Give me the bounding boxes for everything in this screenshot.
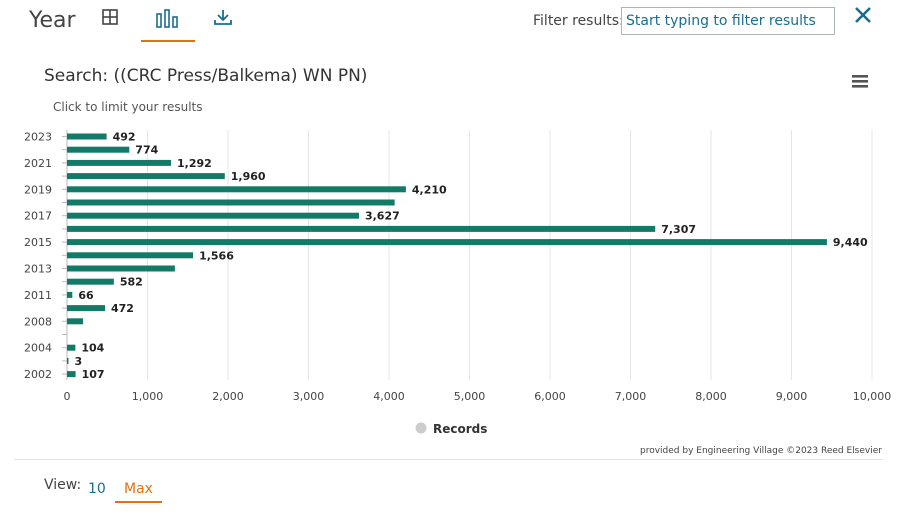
x-tick-label: 7,000: [615, 390, 647, 403]
bar-chart-icon: [156, 9, 178, 28]
view-option-max[interactable]: Max: [124, 481, 153, 497]
legend-label: Records: [433, 422, 487, 436]
bar: [67, 265, 175, 272]
bar: [67, 239, 827, 246]
y-tick-label: 2015: [24, 236, 52, 249]
bar: [67, 344, 76, 351]
credit-text: provided by Engineering Village ©2023 Re…: [640, 446, 882, 456]
bar: [67, 305, 105, 312]
data-label: 3: [75, 355, 83, 368]
x-tick-label: 0: [64, 390, 71, 403]
y-tick-label: 2019: [24, 183, 52, 196]
data-label: 104: [81, 342, 104, 355]
data-label: 4,210: [412, 183, 447, 196]
download-button[interactable]: [213, 8, 243, 30]
download-icon: [214, 10, 232, 25]
x-tick-label: 5,000: [454, 390, 486, 403]
y-tick-label: 2021: [24, 157, 52, 170]
limit-hint: Click to limit your results: [53, 100, 203, 114]
page-title: Year: [29, 8, 76, 33]
y-tick-label: 2011: [24, 289, 52, 302]
y-tick-label: 2002: [24, 368, 52, 381]
chart-view-button[interactable]: [155, 8, 185, 30]
y-tick-label: 2008: [24, 315, 52, 328]
bar: [67, 278, 114, 285]
filter-label: Filter results:: [533, 13, 624, 29]
bar: [67, 199, 395, 206]
filter-input[interactable]: [621, 7, 835, 35]
active-tab-indicator: [141, 40, 195, 42]
data-label: 7,307: [661, 223, 696, 236]
x-tick-label: 10,000: [853, 390, 892, 403]
bar: [67, 212, 359, 219]
bar: [67, 371, 76, 378]
y-tick-label: 2017: [24, 210, 52, 223]
hamburger-menu-icon: [852, 75, 868, 88]
view-selected-indicator: [115, 501, 162, 503]
data-label: 1,960: [231, 170, 266, 183]
data-label: 472: [111, 302, 134, 315]
close-button[interactable]: [852, 4, 874, 26]
data-label: 582: [120, 276, 143, 289]
close-icon: [855, 7, 871, 23]
data-label: 3,627: [365, 210, 400, 223]
bar: [67, 225, 656, 232]
bar: [67, 146, 130, 153]
table-grid-icon: [102, 9, 118, 25]
bar: [67, 159, 172, 166]
bar: [67, 133, 107, 140]
bar: [67, 173, 225, 180]
view-label: View:: [44, 477, 82, 493]
y-tick-label: 2023: [24, 131, 52, 144]
data-label: 492: [113, 131, 136, 144]
y-tick-label: 2004: [24, 342, 52, 355]
data-label: 9,440: [833, 236, 868, 249]
data-label: 1,292: [177, 157, 212, 170]
x-tick-label: 6,000: [534, 390, 566, 403]
bar: [67, 291, 73, 298]
chart-menu-button[interactable]: [851, 73, 869, 89]
table-view-button[interactable]: [100, 8, 130, 30]
x-tick-label: 3,000: [293, 390, 325, 403]
bar: [67, 357, 69, 364]
data-label: 1,566: [199, 249, 234, 262]
divider: [14, 459, 883, 460]
search-title: Search: ((CRC Press/Balkema) WN PN): [44, 66, 368, 86]
data-label: 774: [135, 144, 158, 157]
x-tick-label: 2,000: [212, 390, 244, 403]
year-bar-chart: 0 1,000 2,000 3,000 4,000 5,000 6,000 7,000 8,00…: [24, 130, 892, 436]
x-tick-label: 8,000: [695, 390, 727, 403]
y-tick-label: 2013: [24, 263, 52, 276]
bar: [67, 186, 406, 193]
bar: [67, 252, 194, 259]
data-label: 66: [78, 289, 94, 302]
x-tick-label: 4,000: [373, 390, 405, 403]
x-tick-label: 9,000: [776, 390, 808, 403]
data-label: 107: [82, 368, 105, 381]
x-tick-label: 1,000: [132, 390, 164, 403]
view-option-10[interactable]: 10: [88, 481, 106, 497]
bar: [67, 318, 84, 325]
legend-marker: [415, 422, 427, 434]
